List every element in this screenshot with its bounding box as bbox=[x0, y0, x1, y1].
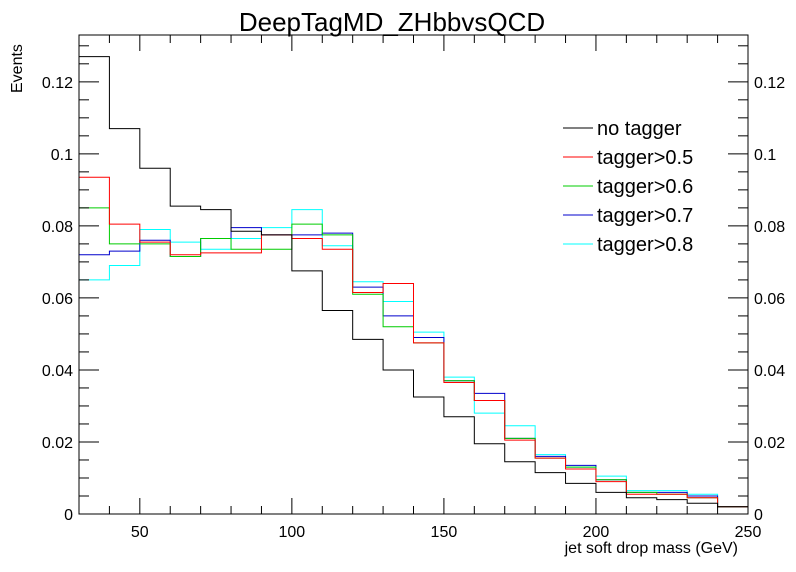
x-tick-label: 150 bbox=[431, 524, 458, 541]
y-tick-label: 0.12 bbox=[42, 75, 73, 92]
y-tick-label: 0.1 bbox=[51, 147, 73, 164]
y-tick-label: 0.06 bbox=[42, 291, 73, 308]
y-tick-label-right: 0.02 bbox=[754, 435, 785, 452]
y-tick-label: 0.04 bbox=[42, 363, 73, 380]
y-axis-label: Events bbox=[9, 44, 26, 93]
y-tick-label: 0.02 bbox=[42, 435, 73, 452]
series-line-2 bbox=[79, 176, 748, 508]
y-tick-label-right: 0 bbox=[754, 507, 763, 524]
legend-label-1: no tagger bbox=[597, 118, 682, 140]
y-tick-label: 0 bbox=[64, 507, 73, 524]
legend-label-2: tagger>0.5 bbox=[597, 147, 693, 169]
series-line-4 bbox=[79, 227, 748, 508]
y-tick-label-right: 0.06 bbox=[754, 291, 785, 308]
x-axis-label: jet soft drop mass (GeV) bbox=[564, 540, 738, 557]
chart-title: DeepTagMD_ZHbbvsQCD bbox=[239, 7, 545, 37]
x-tick-label: 100 bbox=[279, 524, 306, 541]
y-tick-label-right: 0.12 bbox=[754, 75, 785, 92]
y-tick-label-right: 0.1 bbox=[754, 147, 776, 164]
y-tick-label-right: 0.04 bbox=[754, 363, 785, 380]
y-tick-label-right: 0.08 bbox=[754, 219, 785, 236]
legend-label-5: tagger>0.8 bbox=[597, 234, 693, 256]
legend: no tagger tagger>0.5 tagger>0.6 tagger>0.7 t… bbox=[563, 118, 693, 256]
legend-label-4: tagger>0.7 bbox=[597, 205, 693, 227]
plot-area bbox=[79, 56, 748, 508]
series-line-1 bbox=[79, 56, 748, 508]
plot-frame bbox=[78, 34, 749, 515]
x-tick-label: 50 bbox=[131, 524, 149, 541]
legend-label-3: tagger>0.6 bbox=[597, 176, 693, 198]
y-tick-label: 0.08 bbox=[42, 219, 73, 236]
x-tick-label: 250 bbox=[735, 524, 762, 541]
x-tick-label: 200 bbox=[583, 524, 610, 541]
